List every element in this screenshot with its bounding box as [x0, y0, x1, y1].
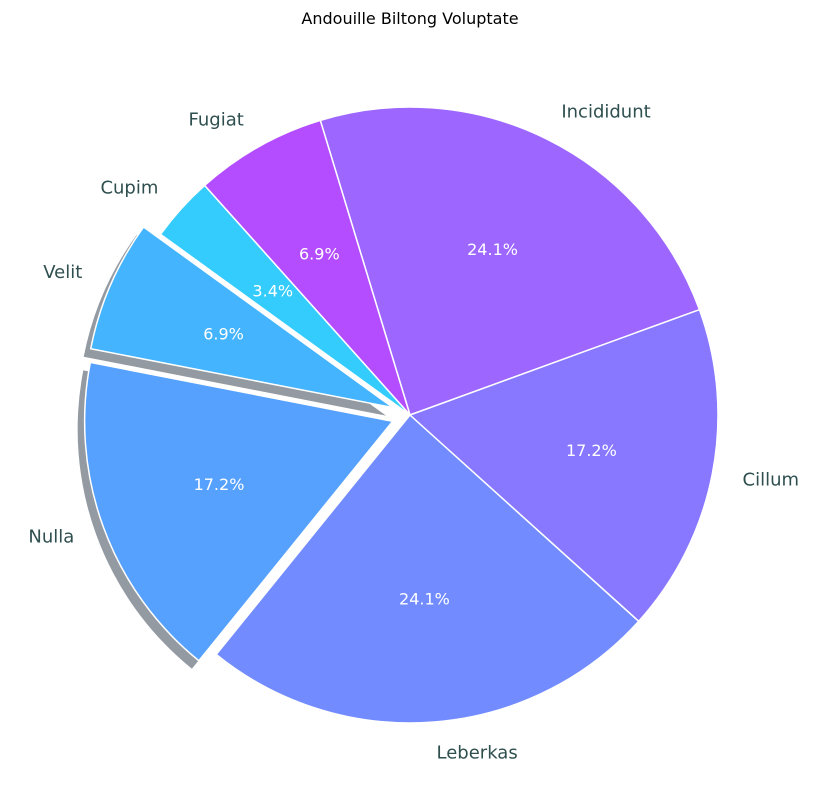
slice-percent-nulla: 17.2%	[194, 475, 245, 494]
slice-label-cillum: Cillum	[743, 469, 800, 490]
slice-percent-velit: 6.9%	[203, 325, 244, 344]
slice-label-incididunt: Incididunt	[561, 101, 650, 122]
slice-percent-cupim: 3.4%	[252, 282, 293, 301]
slice-label-leberkas: Leberkas	[437, 742, 518, 763]
slice-label-velit: Velit	[43, 262, 82, 283]
slice-percent-cillum: 17.2%	[566, 441, 617, 460]
pie-slices	[85, 107, 718, 723]
slice-label-fugiat: Fugiat	[188, 109, 243, 130]
slice-percent-fugiat: 6.9%	[299, 244, 340, 263]
chart-title: Andouille Biltong Voluptate	[301, 9, 518, 28]
slice-label-cupim: Cupim	[100, 178, 158, 199]
slice-percent-leberkas: 24.1%	[399, 590, 450, 609]
slice-percent-incididunt: 24.1%	[467, 240, 518, 259]
slice-label-nulla: Nulla	[28, 527, 74, 548]
